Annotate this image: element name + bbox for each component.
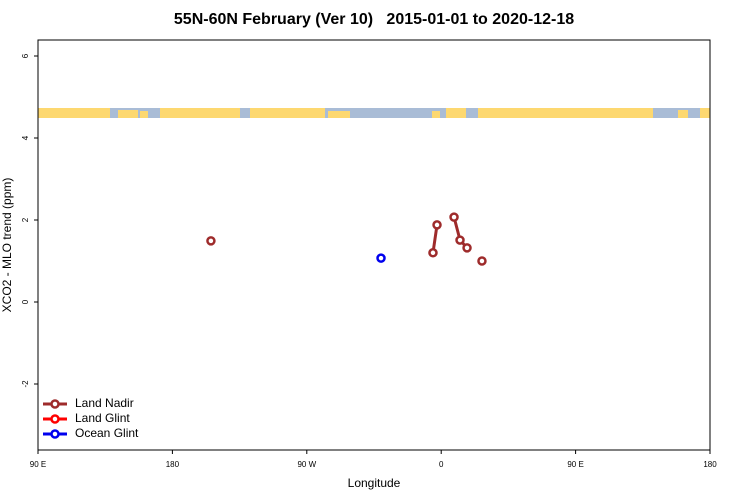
point (206, 236, 216, 246)
y-tick-label: 0 (21, 299, 30, 304)
x-tick-label: 90 E (30, 460, 46, 469)
chart-title: 55N-60N February (Ver 10) 2015-01-01 to … (174, 11, 574, 28)
point (432, 220, 442, 230)
point (477, 256, 487, 266)
point (462, 243, 472, 253)
map-strip (38, 108, 710, 118)
x-axis-label: Longitude (348, 476, 401, 490)
legend-marker (50, 414, 60, 424)
x-tick-label: 180 (703, 460, 717, 469)
point (428, 248, 438, 258)
y-axis-label: XCO2 - MLO trend (ppm) (0, 178, 14, 313)
legend-label: Land Nadir (75, 396, 134, 410)
point (376, 253, 386, 263)
legend-marker (50, 429, 60, 439)
legend-marker (50, 399, 60, 409)
point (455, 235, 465, 245)
point (449, 212, 459, 222)
x-tick-label: 180 (166, 460, 180, 469)
x-tick-label: 0 (439, 460, 444, 469)
y-tick-label: 2 (21, 217, 30, 222)
x-tick-label: 90 W (297, 460, 316, 469)
y-tick-label: 4 (21, 135, 30, 140)
plot-frame (37, 39, 711, 451)
legend-label: Ocean Glint (75, 426, 139, 440)
legend-label: Land Glint (75, 411, 130, 425)
x-tick-label: 90 E (567, 460, 583, 469)
y-tick-label: -2 (21, 380, 30, 388)
y-tick-label: 6 (21, 53, 30, 58)
